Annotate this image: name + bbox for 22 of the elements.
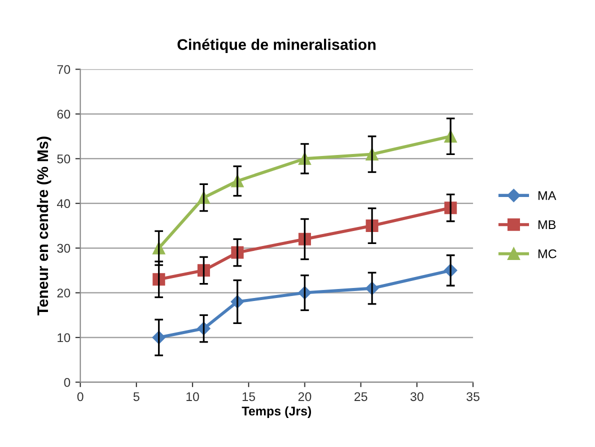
x-tick-label: 30 [410, 392, 424, 402]
y-axis-title: Teneur en cendre (% Ms) [36, 136, 52, 316]
x-tick-label: 10 [186, 392, 199, 402]
x-tick-label: 15 [242, 392, 256, 402]
x-tick-label: 25 [354, 392, 368, 402]
x-axis-title: Temps (Jrs) [242, 406, 312, 418]
legend-label: MB [538, 220, 556, 229]
legend-label: MA [538, 191, 556, 200]
x-tick-label: 20 [298, 392, 312, 402]
legend-label: MC [538, 249, 556, 258]
y-tick-label: 60 [57, 110, 70, 119]
y-tick-label: 0 [64, 378, 70, 387]
x-tick-label: 0 [77, 392, 84, 402]
x-tick-label: 35 [466, 392, 480, 402]
x-tick-label: 5 [133, 392, 140, 402]
y-tick-label: 30 [57, 244, 70, 253]
y-tick-label: 10 [58, 333, 70, 342]
y-tick-label: 50 [57, 154, 70, 164]
y-tick-label: 20 [57, 288, 70, 298]
y-tick-label: 40 [56, 199, 70, 208]
chart-title: Cinétique de mineralisation [178, 38, 376, 54]
y-tick-label: 70 [57, 65, 70, 74]
